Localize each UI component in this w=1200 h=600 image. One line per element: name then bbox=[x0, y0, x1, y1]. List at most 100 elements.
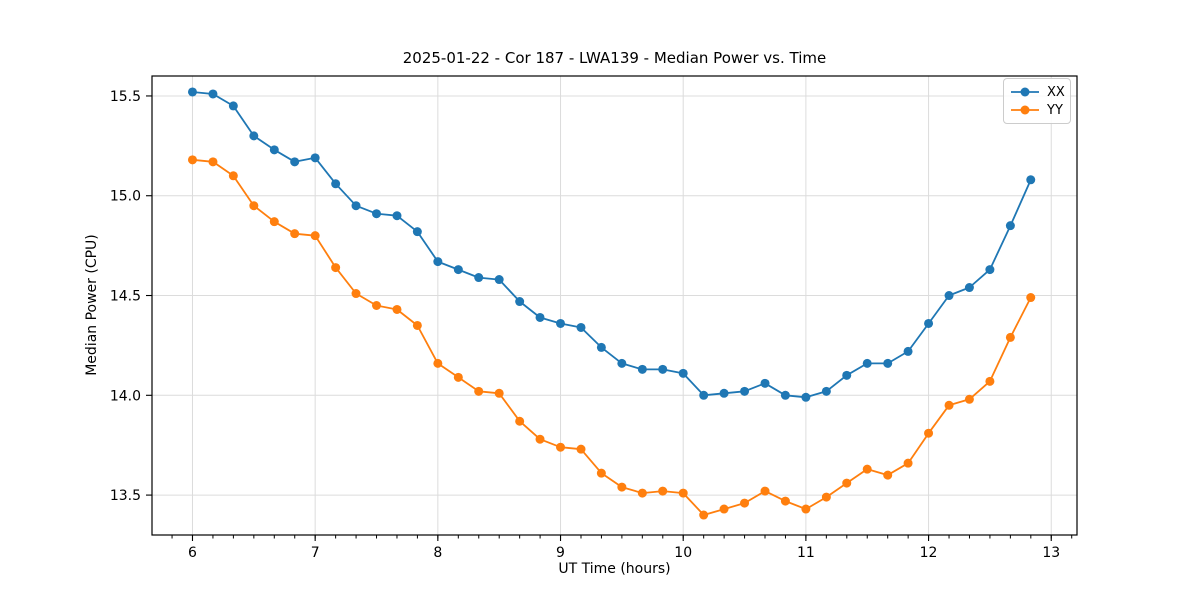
data-point-xx bbox=[596, 342, 606, 352]
data-point-yy bbox=[740, 498, 750, 508]
legend-item-xx: XX bbox=[1010, 83, 1065, 101]
data-point-xx bbox=[780, 390, 790, 400]
data-point-yy bbox=[208, 157, 218, 167]
data-point-yy bbox=[719, 504, 729, 514]
data-point-xx bbox=[964, 283, 974, 293]
x-tick-label: 9 bbox=[556, 545, 565, 561]
data-point-xx bbox=[310, 153, 320, 163]
legend-label: XX bbox=[1047, 84, 1065, 100]
data-point-xx bbox=[351, 201, 361, 211]
data-point-yy bbox=[903, 458, 913, 468]
data-point-yy bbox=[372, 301, 382, 310]
data-point-yy bbox=[637, 488, 647, 498]
data-point-yy bbox=[269, 217, 279, 227]
data-point-yy bbox=[821, 492, 831, 502]
legend-label: YY bbox=[1047, 102, 1063, 118]
data-point-yy bbox=[964, 394, 974, 404]
data-point-xx bbox=[515, 297, 525, 307]
data-point-xx bbox=[187, 87, 197, 97]
legend-item-yy: YY bbox=[1010, 101, 1064, 119]
data-point-xx bbox=[678, 368, 688, 378]
data-point-yy bbox=[699, 510, 709, 520]
data-point-yy bbox=[658, 486, 668, 496]
data-point-yy bbox=[617, 482, 627, 492]
data-point-yy bbox=[678, 488, 688, 498]
data-point-yy bbox=[392, 304, 402, 314]
data-point-xx bbox=[474, 273, 484, 283]
data-point-xx bbox=[433, 257, 443, 267]
data-point-yy bbox=[351, 289, 361, 299]
chart-title: 2025-01-22 - Cor 187 - LWA139 - Median P… bbox=[402, 49, 827, 67]
x-tick-label: 6 bbox=[188, 545, 197, 561]
data-point-xx bbox=[1005, 221, 1015, 231]
data-point-yy bbox=[556, 442, 566, 452]
data-point-yy bbox=[249, 201, 259, 211]
data-point-yy bbox=[862, 464, 872, 474]
data-point-yy bbox=[801, 504, 811, 514]
data-point-xx bbox=[228, 101, 238, 111]
data-point-yy bbox=[596, 468, 606, 478]
data-point-yy bbox=[515, 416, 525, 426]
legend-line-marker-icon bbox=[1011, 105, 1039, 115]
data-point-xx bbox=[658, 364, 668, 374]
x-tick-label: 10 bbox=[674, 545, 692, 561]
data-point-xx bbox=[269, 145, 279, 155]
x-tick-label: 12 bbox=[920, 545, 938, 561]
data-point-yy bbox=[780, 496, 790, 506]
data-point-xx bbox=[249, 131, 259, 141]
data-point-yy bbox=[1005, 332, 1015, 342]
data-point-yy bbox=[412, 320, 422, 330]
data-point-yy bbox=[1026, 293, 1036, 303]
data-point-xx bbox=[862, 358, 872, 368]
x-axis-label: UT Time (hours) bbox=[558, 561, 671, 577]
data-point-xx bbox=[924, 318, 934, 328]
data-point-yy bbox=[433, 358, 443, 368]
data-point-yy bbox=[944, 400, 954, 410]
data-point-xx bbox=[494, 275, 504, 285]
data-point-yy bbox=[760, 486, 770, 496]
data-point-xx bbox=[208, 89, 218, 99]
x-tick-label: 13 bbox=[1042, 545, 1060, 561]
data-point-xx bbox=[821, 386, 831, 396]
x-tick-label: 11 bbox=[797, 545, 815, 561]
data-point-xx bbox=[842, 370, 852, 380]
data-point-yy bbox=[494, 388, 504, 398]
data-point-yy bbox=[985, 376, 995, 386]
data-point-yy bbox=[187, 155, 197, 165]
x-tick-label: 7 bbox=[311, 545, 320, 561]
data-point-yy bbox=[535, 434, 545, 444]
legend: XX YY bbox=[1003, 78, 1071, 124]
y-tick-label: 13.5 bbox=[110, 488, 141, 504]
data-point-xx bbox=[372, 209, 382, 219]
data-point-xx bbox=[1026, 175, 1036, 185]
y-tick-label: 14.5 bbox=[110, 289, 141, 305]
y-tick-label: 14.0 bbox=[110, 388, 141, 404]
data-point-xx bbox=[985, 265, 995, 275]
data-point-yy bbox=[924, 428, 934, 438]
data-point-xx bbox=[392, 211, 402, 221]
data-point-yy bbox=[331, 263, 341, 273]
data-point-yy bbox=[290, 229, 300, 239]
data-point-yy bbox=[576, 444, 586, 454]
data-point-xx bbox=[453, 265, 463, 275]
y-tick-label: 15.0 bbox=[110, 189, 141, 205]
data-point-xx bbox=[719, 388, 729, 398]
data-point-xx bbox=[944, 291, 954, 301]
data-point-xx bbox=[903, 346, 913, 356]
data-point-yy bbox=[842, 478, 852, 488]
data-point-xx bbox=[412, 227, 422, 237]
data-point-xx bbox=[556, 318, 566, 328]
data-point-xx bbox=[637, 364, 647, 374]
data-point-xx bbox=[699, 390, 709, 400]
y-tick-label: 15.5 bbox=[110, 89, 141, 105]
axes-box bbox=[151, 75, 1078, 536]
data-point-xx bbox=[760, 378, 770, 388]
data-point-xx bbox=[535, 312, 545, 322]
data-point-xx bbox=[801, 392, 811, 402]
data-point-yy bbox=[228, 171, 238, 181]
x-tick-label: 8 bbox=[433, 545, 442, 561]
data-point-xx bbox=[617, 358, 627, 368]
data-point-xx bbox=[331, 179, 341, 189]
